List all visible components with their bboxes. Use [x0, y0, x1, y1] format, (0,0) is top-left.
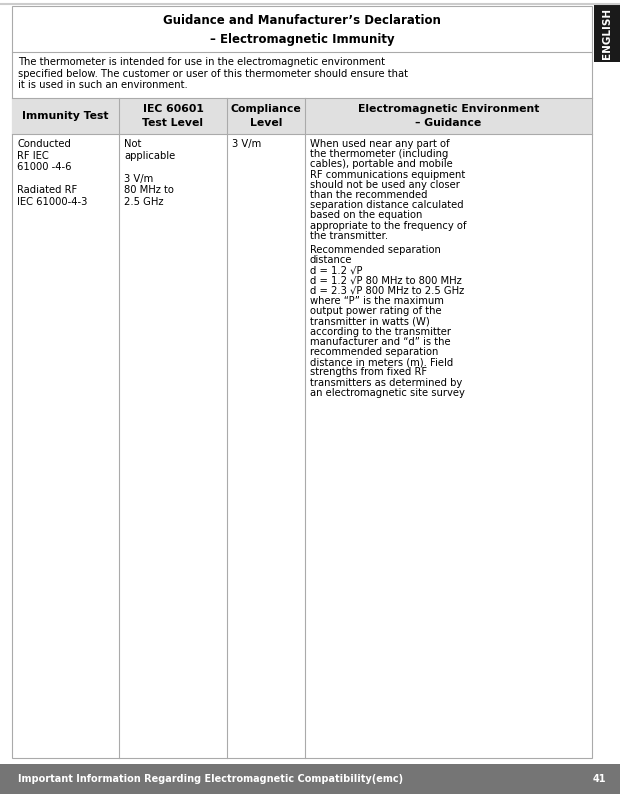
Text: 3 V/m: 3 V/m [232, 139, 261, 149]
Text: the thermometer (including: the thermometer (including [310, 149, 448, 160]
Bar [12, 98, 592, 134]
Text: Guidance and Manufacturer’s Declaration: Guidance and Manufacturer’s Declaration [163, 14, 441, 28]
Text: – Guidance: – Guidance [415, 118, 482, 128]
Text: The thermometer is intended for use in the electromagnetic environment
specified: The thermometer is intended for use in t… [18, 57, 408, 91]
Text: d = 1.2 √P: d = 1.2 √P [310, 265, 363, 276]
Text: according to the transmitter: according to the transmitter [310, 326, 451, 337]
Text: recommended separation: recommended separation [310, 347, 438, 357]
Text: RF communications equipment: RF communications equipment [310, 170, 465, 179]
Text: should not be used any closer: should not be used any closer [310, 179, 460, 190]
Text: based on the equation: based on the equation [310, 210, 422, 221]
Text: Immunity Test: Immunity Test [22, 111, 109, 121]
Text: ENGLISH: ENGLISH [602, 7, 612, 59]
Text: Electromagnetic Environment: Electromagnetic Environment [358, 104, 539, 114]
Text: Level: Level [250, 118, 282, 128]
Text: output power rating of the: output power rating of the [310, 306, 441, 316]
Text: than the recommended: than the recommended [310, 190, 427, 200]
Text: manufacturer and “d” is the: manufacturer and “d” is the [310, 337, 451, 347]
Text: transmitters as determined by: transmitters as determined by [310, 378, 462, 387]
Text: appropriate to the frequency of: appropriate to the frequency of [310, 221, 466, 230]
Text: cables), portable and mobile: cables), portable and mobile [310, 160, 453, 169]
Text: d = 2.3 √P 800 MHz to 2.5 GHz: d = 2.3 √P 800 MHz to 2.5 GHz [310, 286, 464, 296]
Text: Important Information Regarding Electromagnetic Compatibility(emc): Important Information Regarding Electrom… [18, 774, 403, 784]
Bar [0, 764, 620, 794]
Text: IEC 60601: IEC 60601 [143, 104, 203, 114]
Text: distance in meters (m). Field: distance in meters (m). Field [310, 357, 453, 368]
Text: Test Level: Test Level [143, 118, 203, 128]
Text: an electromagnetic site survey: an electromagnetic site survey [310, 388, 465, 398]
Text: Conducted
RF IEC
61000 -4-6

Radiated RF
IEC 61000-4-3: Conducted RF IEC 61000 -4-6 Radiated RF … [17, 139, 87, 207]
Text: When used near any part of: When used near any part of [310, 139, 450, 149]
Text: transmitter in watts (W): transmitter in watts (W) [310, 317, 430, 326]
Text: Not
applicable

3 V/m
80 MHz to
2.5 GHz: Not applicable 3 V/m 80 MHz to 2.5 GHz [124, 139, 175, 207]
Text: d = 1.2 √P 80 MHz to 800 MHz: d = 1.2 √P 80 MHz to 800 MHz [310, 276, 462, 286]
Text: Compliance: Compliance [231, 104, 301, 114]
Text: separation distance calculated: separation distance calculated [310, 200, 464, 210]
Text: where “P” is the maximum: where “P” is the maximum [310, 296, 444, 306]
Text: distance: distance [310, 256, 352, 265]
Text: 41: 41 [593, 774, 606, 784]
Text: strengths from fixed RF: strengths from fixed RF [310, 368, 427, 377]
Text: – Electromagnetic Immunity: – Electromagnetic Immunity [210, 33, 394, 45]
Text: the transmitter.: the transmitter. [310, 231, 388, 241]
Text: Recommended separation: Recommended separation [310, 245, 441, 255]
Bar [594, 4, 620, 62]
